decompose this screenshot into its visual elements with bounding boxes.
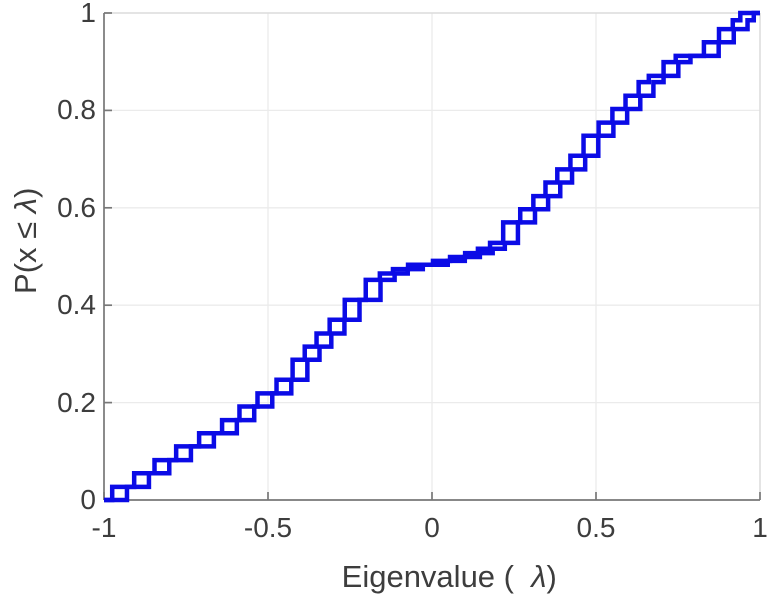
lambda-symbol: λ: [8, 197, 43, 213]
x-tick-label: -0.5: [243, 512, 293, 543]
y-tick-label: 0.2: [57, 386, 96, 418]
y-tick-label: 1: [80, 0, 96, 28]
grid-lines: [103, 12, 761, 501]
y-tick-label: 0.4: [57, 289, 96, 321]
y-axis-label-close: ): [8, 187, 43, 198]
ecdf-trailing: [104, 10, 760, 503]
x-tick-label: 0.5: [576, 512, 616, 543]
y-tick-label: 0.6: [57, 191, 96, 223]
y-axis-label-text: P(x ≤: [8, 212, 43, 294]
x-axis-label: Eigenvalue ( λ): [307, 523, 557, 600]
x-axis-label-text: Eigenvalue (: [341, 559, 532, 594]
lambda-symbol: λ: [531, 559, 547, 594]
y-tick-label: 0.8: [57, 94, 96, 126]
x-tick-label: 0: [424, 512, 440, 543]
x-axis-label-close: ): [546, 559, 557, 594]
x-tick-label: 1: [752, 512, 768, 543]
x-tick-label: -1: [91, 512, 117, 543]
cdf-step-curves: [104, 10, 760, 503]
y-tick-label: 0: [80, 484, 96, 515]
y-axis-label: P(x ≤ λ): [0, 187, 80, 328]
